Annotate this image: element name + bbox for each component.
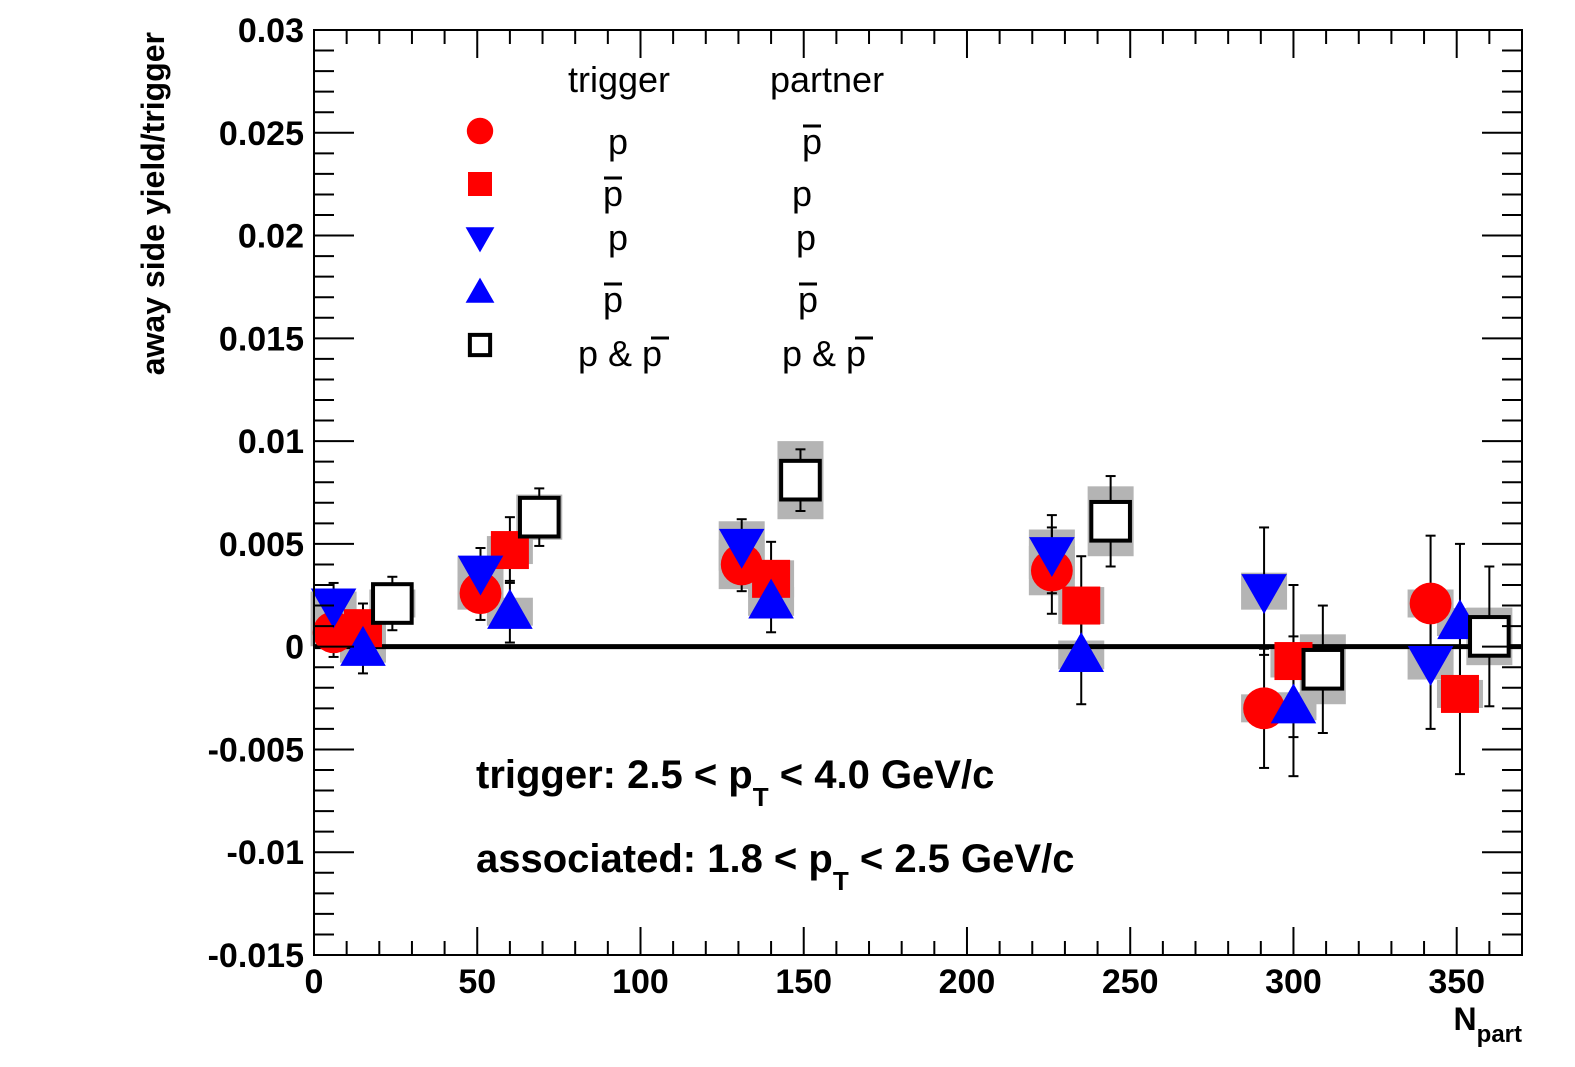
plot-frame (313, 29, 1523, 956)
annotation-1-post: < 2.5 GeV/c (849, 837, 1075, 881)
point-s1-p3 (1062, 586, 1101, 625)
legend-trigger-0: p (608, 121, 628, 162)
x-tick-label: 50 (458, 963, 496, 1001)
x-tick-label: 350 (1428, 963, 1485, 1001)
x-axis-title-main: N (1454, 1001, 1477, 1037)
legend-marker-3 (465, 277, 495, 303)
point-s3-p1 (487, 588, 533, 629)
x-axis-title: Npart (1454, 1001, 1522, 1048)
legend-partner-2: p (796, 217, 816, 258)
x-tick-label: 250 (1102, 963, 1159, 1001)
y-tick-label: 0.005 (219, 526, 304, 564)
x-tick-label: 100 (612, 963, 669, 1001)
point-s4-p5 (1468, 615, 1511, 658)
legend-marker-0 (466, 117, 494, 145)
y-tick-label: -0.015 (208, 937, 304, 975)
legend-header-partner: partner (770, 59, 884, 100)
point-s4-p3 (1089, 499, 1132, 543)
legend-marker-2 (465, 227, 495, 253)
point-s3-p2 (748, 578, 794, 619)
data-markers (310, 458, 1511, 730)
point-s4-p2 (779, 458, 822, 502)
annotation-0-sub: T (753, 782, 769, 812)
legend-partner-4: p & p (782, 333, 866, 374)
legend-marker-4 (467, 332, 493, 358)
y-axis-title: away side yield/trigger (135, 32, 171, 375)
legend-marker-1 (468, 172, 492, 196)
y-tick-label: 0.02 (238, 218, 304, 256)
y-tick-label: 0.03 (238, 12, 304, 50)
point-s3-p3 (1058, 632, 1105, 672)
legend-trigger-4: p & p (578, 333, 662, 374)
annotation-0-post: < 4.0 GeV/c (769, 753, 995, 797)
point-s0-p5 (1409, 582, 1452, 625)
legend-partner-1: p (792, 173, 812, 214)
x-tick-label: 150 (775, 963, 832, 1001)
y-tick-label: 0 (285, 629, 304, 667)
x-tick-label: 200 (939, 963, 996, 1001)
point-s2-p1 (457, 555, 504, 596)
annotation-1-sub: T (833, 866, 849, 896)
y-tick-label: 0.025 (219, 115, 304, 153)
point-s4-p0 (371, 582, 414, 625)
legend-header-trigger: trigger (568, 59, 670, 100)
x-tick-label: 300 (1265, 963, 1322, 1001)
legend-partner-0: p (802, 121, 822, 162)
y-tick-label: -0.01 (227, 834, 305, 872)
y-tick-label: 0.015 (219, 320, 304, 358)
annotations: trigger: 2.5 < pT < 4.0 GeV/cassociated:… (476, 753, 1074, 896)
legend-trigger-3: p (603, 279, 623, 320)
point-s4-p1 (517, 495, 561, 539)
annotation-1: associated: 1.8 < pT < 2.5 GeV/c (476, 837, 1074, 896)
axes: 0.03 0.025 0.02 0.015 0.01 0.005 0 -0.005 -0.01 -… (135, 12, 1523, 1048)
y-tick-label: -0.005 (208, 731, 304, 769)
point-s1-p5 (1440, 674, 1479, 713)
legend-trigger-2: p (608, 217, 628, 258)
point-s2-p2 (718, 528, 765, 569)
point-s2-p4 (1241, 574, 1287, 614)
point-s3-p0 (340, 625, 386, 666)
point-s2-p3 (1029, 537, 1075, 577)
x-tick-label: 0 (305, 963, 324, 1001)
annotation-0: trigger: 2.5 < pT < 4.0 GeV/c (476, 753, 994, 812)
point-s3-p4 (1270, 683, 1317, 724)
y-tick-label: 0.01 (238, 423, 304, 461)
point-s2-p0 (310, 588, 357, 629)
legend-partner-3: p (798, 279, 818, 320)
point-s2-p5 (1407, 646, 1454, 686)
annotation-0-pre: trigger: 2.5 < p (476, 753, 753, 797)
x-axis-title-sub: part (1477, 1021, 1522, 1048)
legend-trigger-1: p (603, 173, 623, 214)
point-s4-p4 (1301, 647, 1345, 691)
annotation-1-pre: associated: 1.8 < p (476, 837, 833, 881)
